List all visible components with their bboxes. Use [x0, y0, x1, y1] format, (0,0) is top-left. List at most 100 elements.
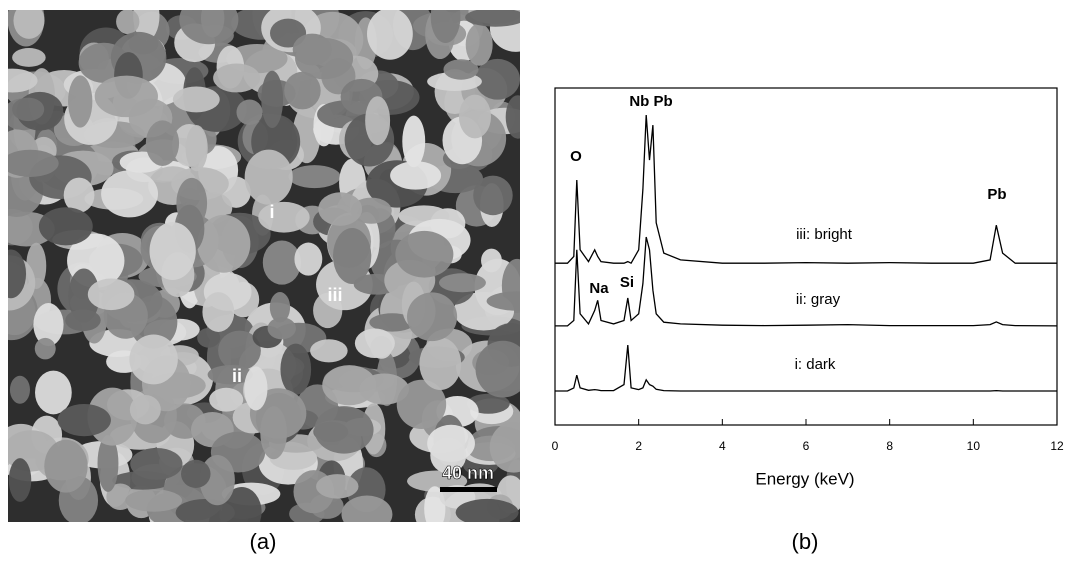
grain [12, 48, 46, 67]
grain [475, 58, 520, 100]
grain [63, 177, 95, 213]
grain [443, 59, 479, 80]
grain [94, 75, 158, 118]
series-label: ii: gray [796, 291, 841, 308]
x-tick-label: 12 [1050, 439, 1064, 453]
grain [116, 10, 140, 35]
image-labels: i iii ii 40 nm [232, 202, 497, 492]
peak-label: O [570, 148, 582, 165]
grain [402, 115, 426, 168]
grain [258, 201, 310, 233]
grain [213, 63, 261, 93]
peak-label: Nb Pb [629, 93, 672, 110]
x-tick-label: 8 [886, 439, 893, 453]
grain [473, 175, 513, 216]
grain [87, 278, 135, 311]
grain [35, 370, 72, 415]
grain [236, 99, 263, 125]
grain [407, 292, 458, 342]
peak-label: Pb [987, 186, 1006, 203]
grain [390, 161, 442, 190]
grain [369, 313, 416, 332]
grain [367, 10, 413, 60]
grain [202, 292, 235, 332]
grain [8, 149, 59, 177]
grain [310, 339, 348, 363]
grain [197, 214, 251, 273]
grain [101, 170, 159, 218]
grain [365, 96, 391, 146]
x-tick-label: 10 [967, 439, 981, 453]
grain [465, 10, 520, 27]
grain [481, 248, 502, 273]
grain [280, 343, 312, 395]
grain [359, 373, 409, 405]
x-tick-label: 0 [552, 439, 559, 453]
spectrum-line [555, 236, 1058, 327]
grain [489, 421, 520, 473]
series-label: i: dark [795, 356, 836, 373]
grain [44, 439, 88, 493]
panel-caption: (a) [250, 529, 277, 554]
grain [13, 10, 45, 39]
grain [262, 240, 302, 285]
grain [9, 375, 30, 404]
grain [430, 437, 467, 474]
grain [438, 273, 486, 293]
spectrum-line [555, 114, 1057, 265]
grain [486, 291, 520, 311]
grain [129, 394, 161, 425]
grain [209, 387, 244, 412]
grain [185, 125, 208, 172]
grain [8, 249, 27, 299]
grain [34, 337, 56, 360]
region-label: ii [232, 366, 242, 386]
peak-label: Si [620, 274, 634, 291]
grain [181, 459, 211, 488]
scale-bar [440, 487, 497, 492]
grain [333, 227, 372, 284]
x-tick-label: 6 [803, 439, 810, 453]
grain [458, 94, 492, 139]
peak-label: Na [589, 280, 609, 297]
grain [218, 330, 261, 371]
grain [12, 97, 45, 122]
grain [318, 192, 363, 226]
grain [288, 165, 341, 189]
series-label: iii: bright [796, 226, 853, 243]
grain [261, 70, 284, 129]
x-axis-label: Energy (keV) [755, 469, 854, 488]
grain [395, 230, 454, 278]
grain [68, 75, 93, 128]
region-label: i [269, 202, 274, 222]
grain [430, 10, 461, 44]
grain [505, 95, 520, 139]
grain [149, 222, 196, 280]
grain [200, 10, 225, 38]
grain [129, 334, 178, 385]
grain [314, 406, 374, 454]
sem-image [8, 10, 520, 522]
grain [295, 37, 354, 80]
panel-caption: (b) [792, 529, 819, 554]
scale-bar-label: 40 nm [442, 463, 494, 483]
grain [244, 366, 268, 411]
grain [130, 447, 183, 480]
grain [244, 149, 293, 205]
grain [68, 268, 100, 323]
grain [419, 337, 462, 390]
region-label: iii [327, 285, 342, 305]
grain [396, 379, 447, 429]
spectrum-line [555, 345, 1057, 392]
grain [8, 458, 32, 502]
grain [207, 365, 253, 385]
grain [65, 309, 101, 332]
grain [370, 336, 393, 359]
grain [197, 327, 221, 348]
x-tick-label: 2 [635, 439, 642, 453]
grain [269, 292, 291, 323]
grain [465, 23, 493, 66]
grain [145, 120, 180, 167]
